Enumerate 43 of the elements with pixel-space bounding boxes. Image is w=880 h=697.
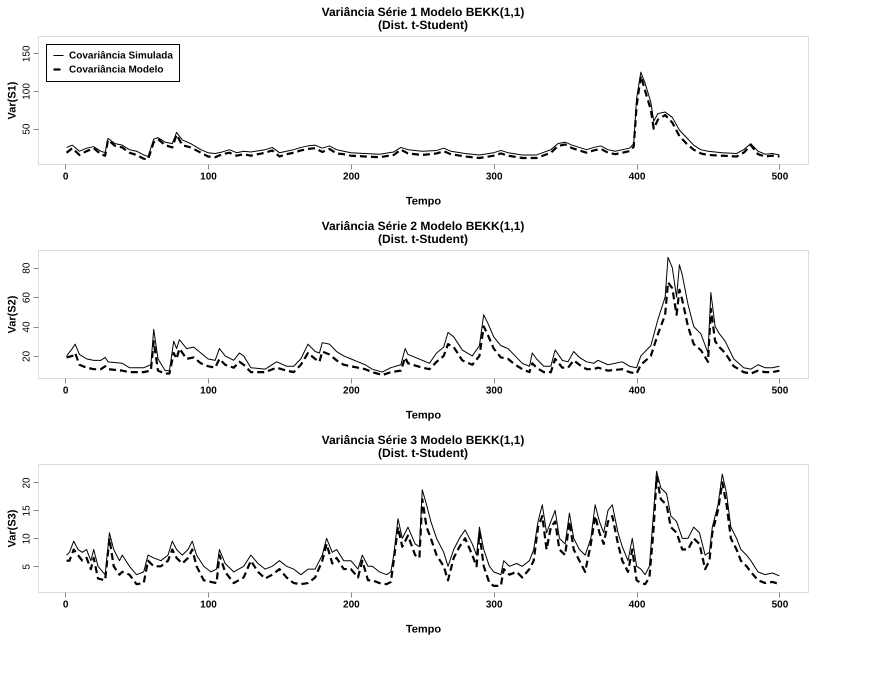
chart-subtitle: (Dist. t-Student) — [378, 232, 468, 246]
x-tick-label: 100 — [200, 386, 218, 396]
chart-subtitle: (Dist. t-Student) — [378, 446, 468, 460]
y-tick-label: 15 — [22, 504, 32, 516]
y-tick-label: 5 — [22, 564, 32, 570]
x-tick-label: 200 — [343, 600, 360, 610]
x-tick-label: 0 — [62, 172, 69, 182]
x-tick-label: 500 — [772, 172, 789, 182]
x-tick-label: 300 — [486, 386, 503, 396]
x-tick-label: 100 — [200, 600, 218, 610]
y-tick-label: 10 — [22, 532, 32, 544]
legend-label: Covariância Simulada — [69, 50, 174, 62]
x-tick-label: 300 — [486, 172, 503, 182]
y-axis-title: Var(S2) — [6, 295, 18, 334]
y-tick-label: 60 — [22, 292, 32, 304]
x-tick-label: 400 — [628, 172, 646, 182]
x-tick-label: 500 — [772, 600, 789, 610]
y-axis-title: Var(S3) — [6, 509, 18, 548]
y-tick-label: 20 — [22, 476, 32, 489]
x-tick-label: 200 — [343, 172, 360, 182]
x-axis-title: Tempo — [406, 410, 442, 422]
y-axis-title: Var(S1) — [6, 81, 18, 120]
chart-title: Variância Série 2 Modelo BEKK(1,1) — [322, 219, 524, 233]
y-tick-label: 80 — [22, 262, 32, 274]
x-tick-label: 0 — [62, 600, 69, 610]
y-tick-label: 40 — [22, 321, 32, 333]
x-tick-label: 0 — [62, 386, 69, 396]
x-axis-title: Tempo — [406, 196, 442, 208]
legend-label: Covariância Modelo — [69, 64, 164, 76]
x-tick-label: 200 — [343, 386, 360, 396]
y-tick-label: 20 — [22, 350, 32, 362]
y-tick-label: 100 — [22, 82, 32, 100]
x-tick-label: 100 — [200, 172, 218, 182]
x-tick-label: 300 — [486, 600, 503, 610]
y-tick-label: 50 — [22, 123, 32, 135]
y-tick-label: 150 — [22, 45, 32, 62]
chart-title: Variância Série 1 Modelo BEKK(1,1) — [322, 5, 524, 19]
chart-subtitle: (Dist. t-Student) — [378, 18, 468, 32]
x-tick-label: 400 — [628, 386, 646, 396]
x-tick-label: 500 — [772, 386, 789, 396]
x-axis-title: Tempo — [406, 624, 442, 636]
chart-title: Variância Série 3 Modelo BEKK(1,1) — [322, 433, 524, 447]
x-tick-label: 400 — [628, 600, 646, 610]
